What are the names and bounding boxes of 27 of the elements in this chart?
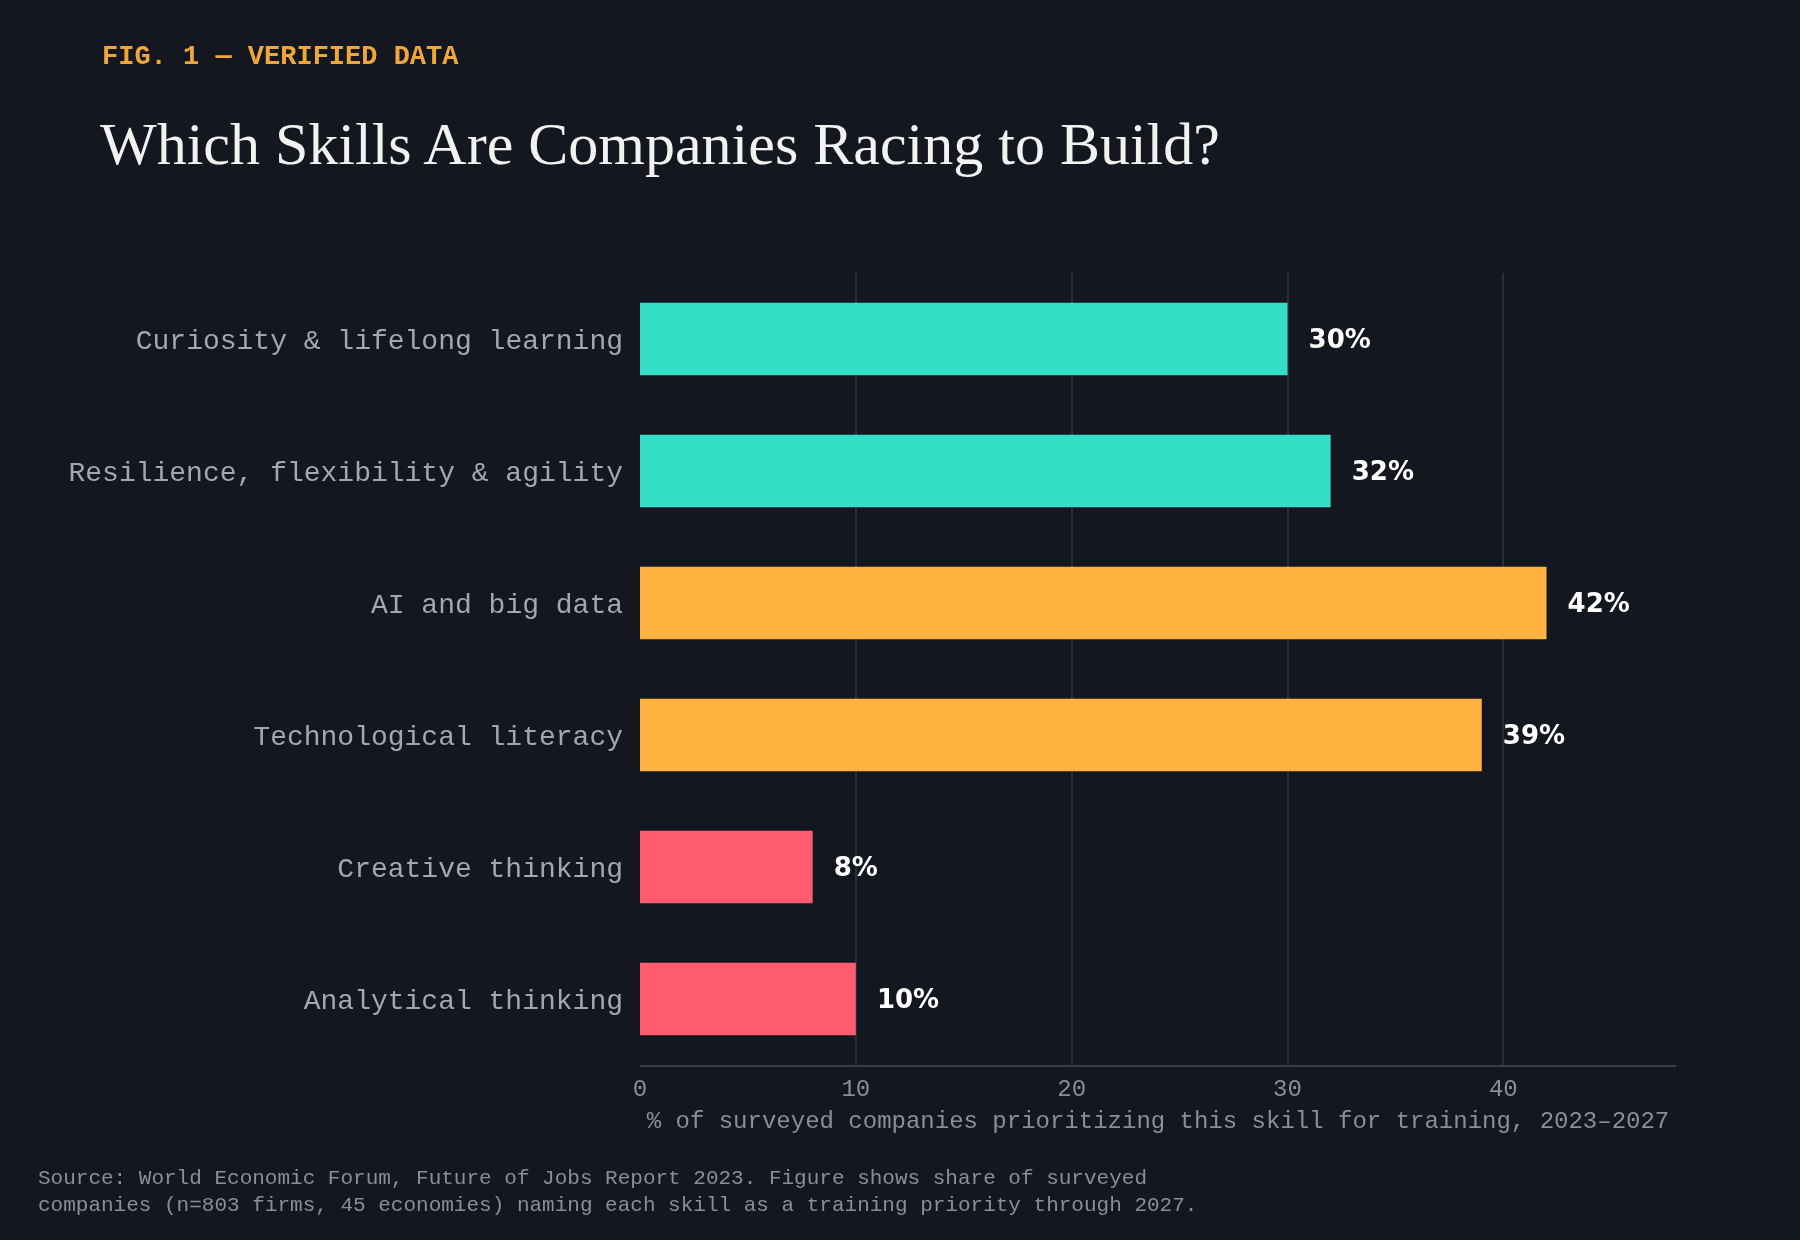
data-label: 8% — [815, 852, 878, 882]
y-tick-label: Analytical thinking — [303, 985, 623, 1017]
x-tick-label: 20 — [1057, 1075, 1087, 1103]
text: FIG. 1 — VERIFIED DATA — [102, 42, 460, 72]
data-label: 30% — [1290, 324, 1371, 354]
bar — [640, 434, 1331, 508]
x-tick-label: 40 — [1488, 1075, 1518, 1103]
data-label: 42% — [1549, 588, 1630, 618]
data-label: 32% — [1333, 456, 1415, 486]
y-tick-label: AI and big data — [370, 589, 623, 621]
chart-title: Which Skills Are Companies Racing to Build? — [100, 111, 1220, 177]
bar — [640, 698, 1482, 772]
bar — [640, 302, 1288, 376]
data-label: 39% — [1484, 720, 1566, 750]
x-tick-label: 0 — [632, 1075, 648, 1103]
x-tick-label: 30 — [1273, 1075, 1302, 1103]
y-tick-label: Curiosity & lifelong learning — [135, 325, 623, 357]
bar — [640, 830, 813, 904]
x-tick-label: 10 — [841, 1075, 871, 1103]
y-tick-label: Resilience, flexibility & agility — [68, 457, 623, 489]
source-note: Source: World Economic Forum, Future of Jobs Report 2023. Figure shows share of surveyed companies (n=803 firms, 45 economies) naming each skill as a training priority through 2027. — [38, 1167, 1198, 1218]
y-tick-label: Technological literacy — [253, 721, 623, 753]
bar — [640, 962, 856, 1036]
bar — [640, 566, 1547, 640]
y-tick-label: Creative thinking — [337, 853, 623, 885]
x-axis-title: % of surveyed companies prioritizing this skill for training, 2023–2027 — [646, 1108, 1670, 1136]
data-label: 10% — [858, 984, 940, 1014]
